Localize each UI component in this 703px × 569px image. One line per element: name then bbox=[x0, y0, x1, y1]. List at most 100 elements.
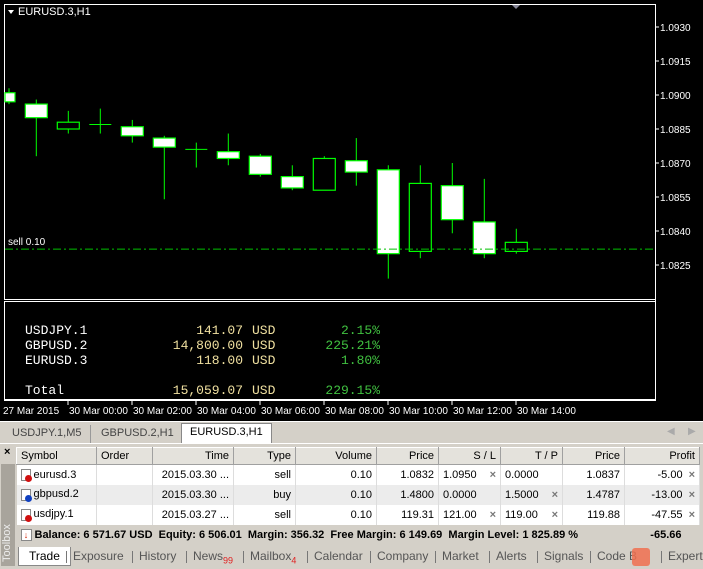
tab-code-b[interactable]: Code B bbox=[597, 547, 637, 566]
volume: 0.10 bbox=[295, 464, 377, 485]
summary-currency: USD bbox=[252, 338, 276, 353]
tab-label: Signals bbox=[544, 549, 584, 563]
column-header[interactable]: Type bbox=[233, 447, 296, 465]
candle-body bbox=[56, 121, 80, 130]
chart-tab-eurusd[interactable]: EURUSD.3,H1 bbox=[181, 423, 272, 443]
tab-mailbox[interactable]: Mailbox4 bbox=[250, 547, 296, 566]
tab-separator bbox=[590, 551, 591, 563]
close-icon[interactable]: × bbox=[4, 446, 11, 458]
tab-badge: 4 bbox=[291, 555, 297, 566]
table-row[interactable]: eurusd.3 2015.03.30 ... sell 0.10 1.0832… bbox=[16, 464, 700, 485]
candle-body bbox=[280, 176, 304, 189]
symbol: usdjpy.1 bbox=[33, 508, 74, 521]
collapse-triangle-icon[interactable] bbox=[8, 10, 14, 14]
open-price: 1.0832 bbox=[376, 464, 439, 485]
time-label: 30 Mar 02:00 bbox=[133, 406, 192, 417]
remove-icon[interactable]: × bbox=[551, 488, 558, 501]
order bbox=[96, 464, 153, 485]
time-label: 30 Mar 12:00 bbox=[453, 406, 512, 417]
tab-signals[interactable]: Signals bbox=[544, 547, 583, 566]
tab-separator bbox=[489, 551, 490, 563]
column-header[interactable]: Profit bbox=[624, 447, 700, 465]
stop-loss[interactable]: 0.0000 bbox=[443, 488, 477, 501]
tab-label: Calendar bbox=[314, 549, 363, 563]
stop-loss[interactable]: 121.00 bbox=[443, 508, 477, 521]
current-price: 1.0837 bbox=[562, 464, 625, 485]
symbol: eurusd.3 bbox=[33, 468, 77, 481]
column-header[interactable]: S / L bbox=[438, 447, 501, 465]
price-tick-label: 1.0885 bbox=[660, 125, 691, 136]
stop-loss[interactable]: 1.0950 bbox=[443, 468, 477, 481]
scroll-right-icon[interactable]: ▶ bbox=[688, 426, 696, 437]
total-profit: -65.66 bbox=[624, 524, 700, 545]
summary-name: USDJPY.1 bbox=[25, 323, 88, 338]
scroll-left-icon[interactable]: ◀ bbox=[667, 426, 675, 437]
tab-news[interactable]: News99 bbox=[193, 547, 233, 566]
column-header[interactable]: Symbol bbox=[16, 447, 97, 465]
take-profit[interactable]: 119.00 bbox=[505, 508, 538, 521]
tab-label: History bbox=[139, 549, 177, 563]
tab-history[interactable]: History bbox=[139, 547, 176, 566]
tab-label: Company bbox=[377, 549, 429, 563]
summary-name: EURUSD.3 bbox=[25, 353, 87, 368]
time-label: 30 Mar 04:00 bbox=[197, 406, 256, 417]
symbol: gbpusd.2 bbox=[33, 488, 79, 501]
tab-company[interactable]: Company bbox=[377, 547, 428, 566]
take-profit[interactable]: 1.5000 bbox=[505, 488, 539, 501]
open-price: 119.31 bbox=[376, 504, 439, 525]
candle-body bbox=[376, 169, 400, 255]
table-row[interactable]: usdjpy.1 2015.03.27 ... sell 0.10 119.31… bbox=[16, 504, 700, 525]
tab-market[interactable]: Market bbox=[442, 547, 479, 566]
current-price: 119.88 bbox=[562, 504, 625, 525]
time-label: 30 Mar 08:00 bbox=[325, 406, 384, 417]
summary-percent: 225.21% bbox=[325, 338, 380, 353]
column-header[interactable]: Price bbox=[562, 447, 625, 465]
tab-alerts[interactable]: Alerts bbox=[496, 547, 527, 566]
candle-body bbox=[120, 126, 144, 137]
tab-exposure[interactable]: Exposure bbox=[73, 547, 124, 566]
tab-separator bbox=[186, 551, 187, 563]
open-price: 1.4800 bbox=[376, 484, 439, 505]
summary-value: 118.00 bbox=[196, 353, 243, 368]
price-chart[interactable]: EURUSD.3,H1 1.0930 1.0915 1.0900 1.0885 1.08… bbox=[0, 0, 703, 421]
tab-trade[interactable]: Trade bbox=[18, 547, 71, 566]
time-label: 30 Mar 06:00 bbox=[261, 406, 320, 417]
column-header[interactable]: Order bbox=[96, 447, 153, 465]
column-header[interactable]: T / P bbox=[500, 447, 563, 465]
chart-tab-usdjpy[interactable]: USDJPY.1,M5 bbox=[4, 425, 91, 443]
sell-order-label: sell 0.10 bbox=[8, 237, 46, 248]
remove-icon[interactable]: × bbox=[489, 468, 496, 481]
remove-icon[interactable]: × bbox=[551, 508, 558, 521]
summary-value: 14,800.00 bbox=[173, 338, 243, 353]
tab-label: News bbox=[193, 549, 224, 563]
profit: -13.00 bbox=[651, 488, 683, 501]
candle-body bbox=[248, 155, 272, 175]
volume: 0.10 bbox=[295, 504, 377, 525]
tab-separator bbox=[132, 551, 133, 563]
close-order-icon[interactable]: × bbox=[688, 468, 695, 481]
table-row[interactable]: gbpusd.2 2015.03.30 ... buy 0.10 1.4800 … bbox=[16, 484, 700, 505]
candle-body bbox=[152, 137, 176, 148]
chart-tab-gbpusd[interactable]: GBPUSD.2,H1 bbox=[93, 425, 183, 443]
take-profit[interactable]: 0.0000 bbox=[505, 468, 539, 481]
remove-icon[interactable]: × bbox=[489, 508, 496, 521]
time-label: 27 Mar 2015 bbox=[3, 406, 60, 417]
close-order-icon[interactable]: × bbox=[688, 508, 695, 521]
column-header[interactable]: Price bbox=[376, 447, 439, 465]
shift-marker-icon[interactable] bbox=[512, 5, 520, 9]
column-header[interactable]: Volume bbox=[295, 447, 377, 465]
tab-expert[interactable]: Expert bbox=[668, 547, 703, 566]
tab-calendar[interactable]: Calendar bbox=[314, 547, 363, 566]
tab-label: Mailbox bbox=[250, 549, 292, 563]
order-icon bbox=[20, 508, 32, 522]
column-header[interactable]: Time bbox=[152, 447, 234, 465]
candle-body bbox=[344, 160, 368, 173]
price-tick-label: 1.0915 bbox=[660, 57, 691, 68]
close-order-icon[interactable]: × bbox=[688, 488, 695, 501]
tab-label: Market bbox=[442, 549, 479, 563]
summary-currency: USD bbox=[252, 323, 276, 338]
summary-value: 141.07 bbox=[196, 323, 243, 338]
toolbox-label: Toolbox bbox=[1, 464, 15, 566]
candle-body bbox=[216, 151, 240, 160]
arrow-down-icon: ↓ bbox=[20, 528, 32, 541]
